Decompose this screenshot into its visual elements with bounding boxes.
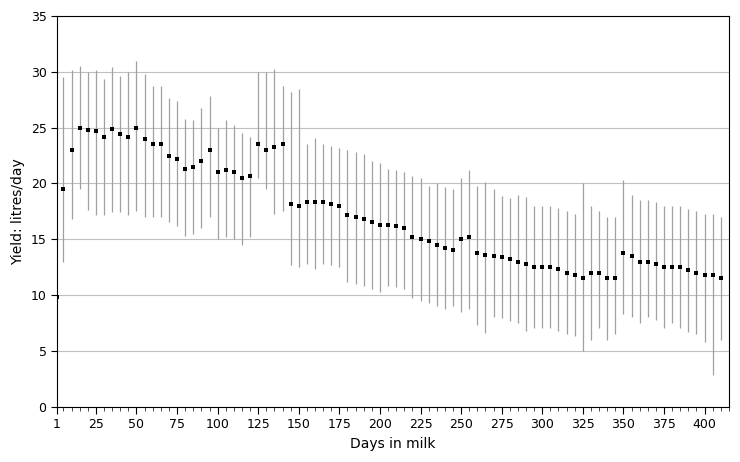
Y-axis label: Yield: litres/day: Yield: litres/day <box>11 158 25 265</box>
X-axis label: Days in milk: Days in milk <box>350 437 436 451</box>
